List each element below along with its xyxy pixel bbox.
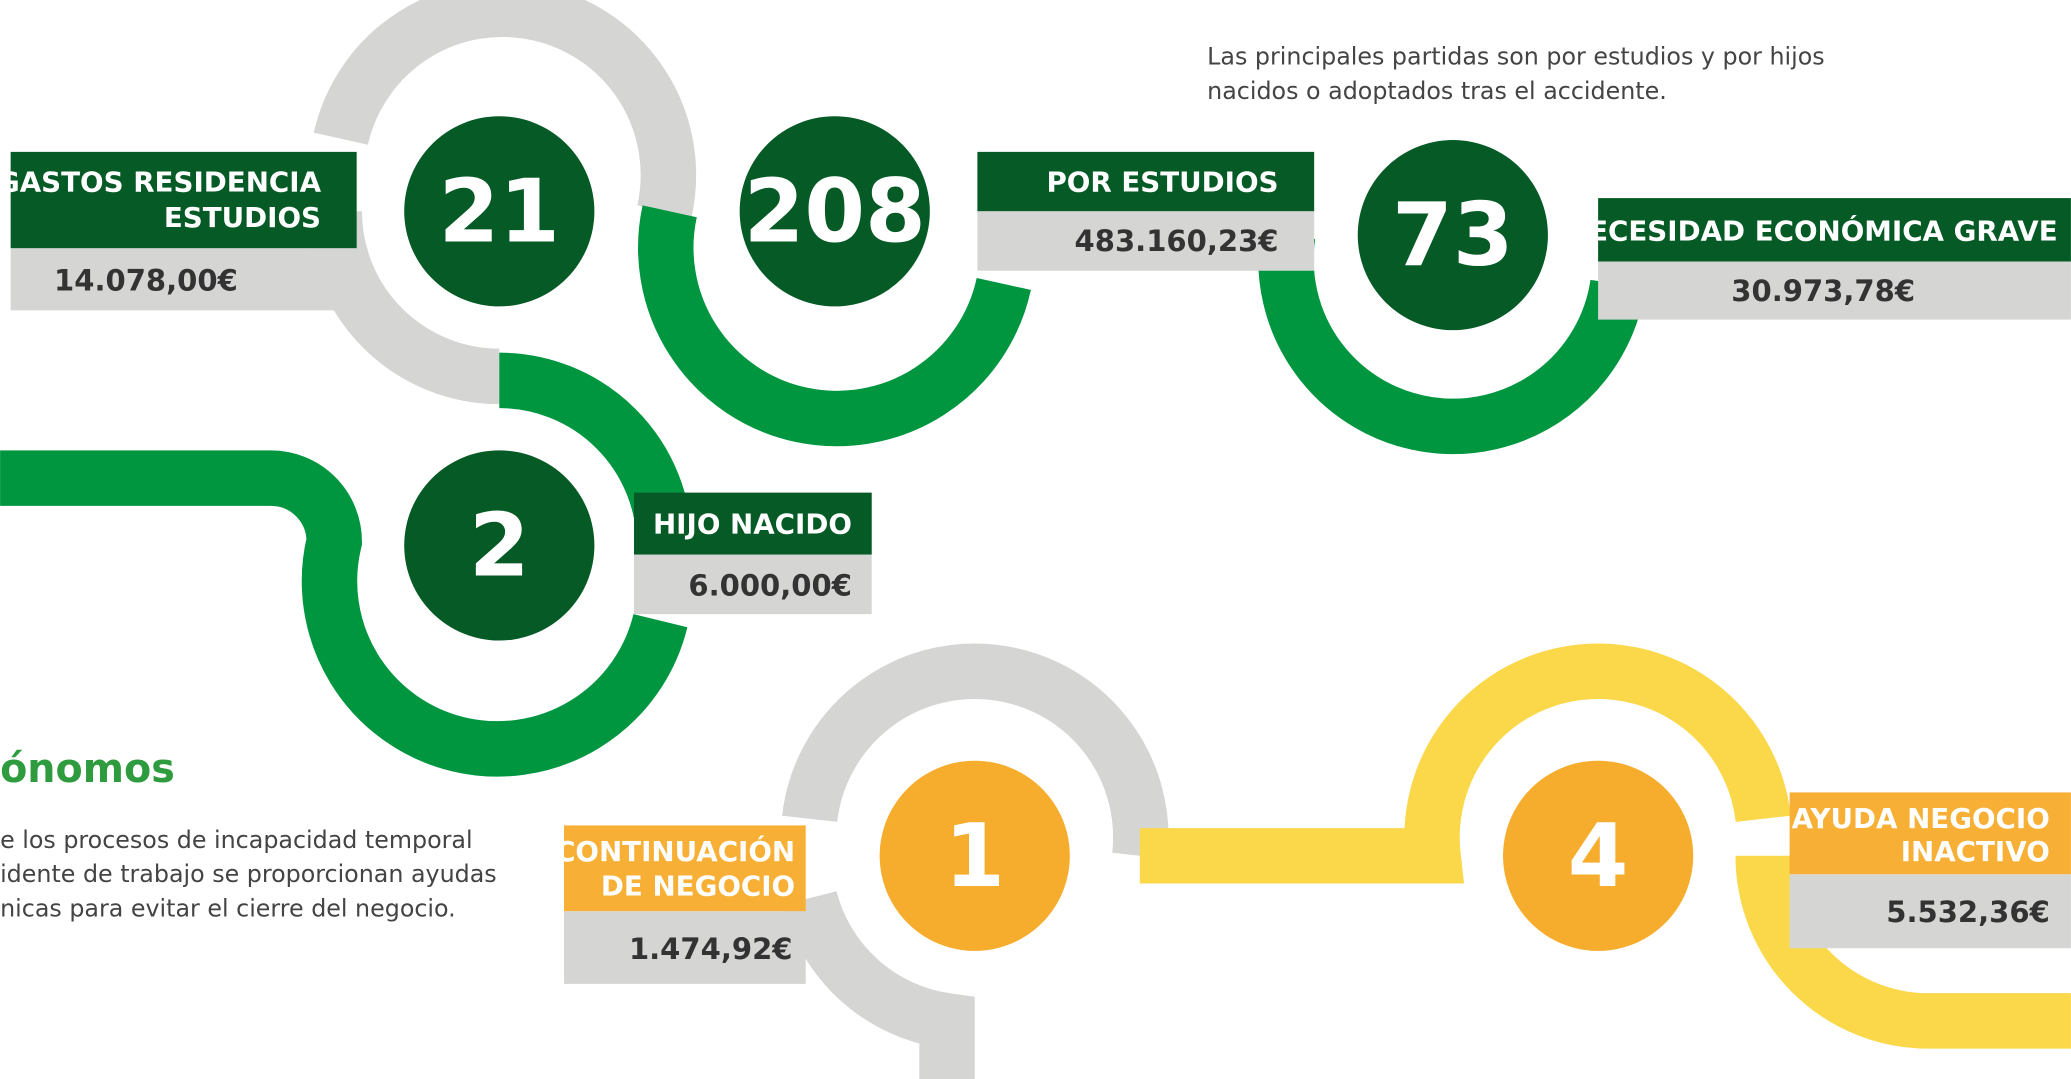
number: 73 bbox=[1392, 184, 1513, 286]
intro-text: nacidos o adoptados tras el accidente. bbox=[1207, 77, 1667, 105]
label-box bbox=[1789, 792, 2071, 875]
section-title: ónomos bbox=[0, 746, 175, 792]
label: NECESIDAD ECONÓMICA GRAVE bbox=[1566, 213, 2058, 247]
label: GASTOS RESIDENCIA bbox=[0, 165, 322, 198]
label: CONTINUACIÓN bbox=[555, 834, 795, 868]
label: HIJO NACIDO bbox=[653, 508, 852, 541]
track bbox=[782, 890, 975, 1079]
number-circle bbox=[1503, 760, 1694, 951]
amount: 14.078,00€ bbox=[54, 264, 238, 298]
amount-box bbox=[634, 554, 872, 615]
label-box bbox=[1598, 198, 2071, 262]
label-box bbox=[564, 825, 806, 912]
section-text: nicas para evitar el cierre del negocio. bbox=[0, 895, 456, 923]
number-circle bbox=[404, 450, 595, 641]
number-circle bbox=[739, 116, 930, 307]
label: INACTIVO bbox=[1901, 835, 2050, 868]
number-circle bbox=[1357, 139, 1548, 331]
label: AYUDA NEGOCIO bbox=[1792, 802, 2050, 835]
track bbox=[1258, 231, 1646, 455]
track bbox=[1139, 643, 1791, 884]
label: ESTUDIOS bbox=[164, 201, 321, 234]
amount: 30.973,78€ bbox=[1731, 274, 1915, 308]
number: 1 bbox=[944, 805, 1005, 907]
amount: 1.474,92€ bbox=[629, 932, 793, 966]
track bbox=[1735, 855, 2071, 1049]
amount-box bbox=[564, 911, 806, 984]
track bbox=[313, 0, 697, 218]
number-circle bbox=[879, 760, 1070, 951]
intro-text: Las principales partidas son por estudio… bbox=[1207, 43, 1824, 71]
amount-box bbox=[10, 248, 357, 311]
amount: 5.532,36€ bbox=[1886, 895, 2050, 929]
amount: 483.160,23€ bbox=[1075, 224, 1279, 258]
label-box bbox=[634, 492, 872, 555]
track bbox=[0, 450, 688, 777]
label-box bbox=[977, 151, 1315, 212]
number: 2 bbox=[469, 494, 530, 596]
number-circle bbox=[404, 116, 595, 307]
track bbox=[638, 205, 1031, 447]
amount-box bbox=[1789, 874, 2071, 949]
track bbox=[782, 643, 1169, 859]
section-text: idente de trabajo se proporcionan ayudas bbox=[0, 860, 497, 888]
amount: 6.000,00€ bbox=[688, 569, 852, 603]
label: POR ESTUDIOS bbox=[1046, 165, 1278, 198]
label: DE NEGOCIO bbox=[601, 869, 795, 902]
number: 21 bbox=[439, 160, 560, 262]
amount-box bbox=[977, 211, 1315, 271]
number: 208 bbox=[744, 160, 926, 262]
amount-box bbox=[1598, 261, 2071, 320]
label-box bbox=[10, 151, 357, 249]
number: 4 bbox=[1568, 805, 1629, 907]
section-text: e los procesos de incapacidad temporal bbox=[0, 826, 473, 854]
